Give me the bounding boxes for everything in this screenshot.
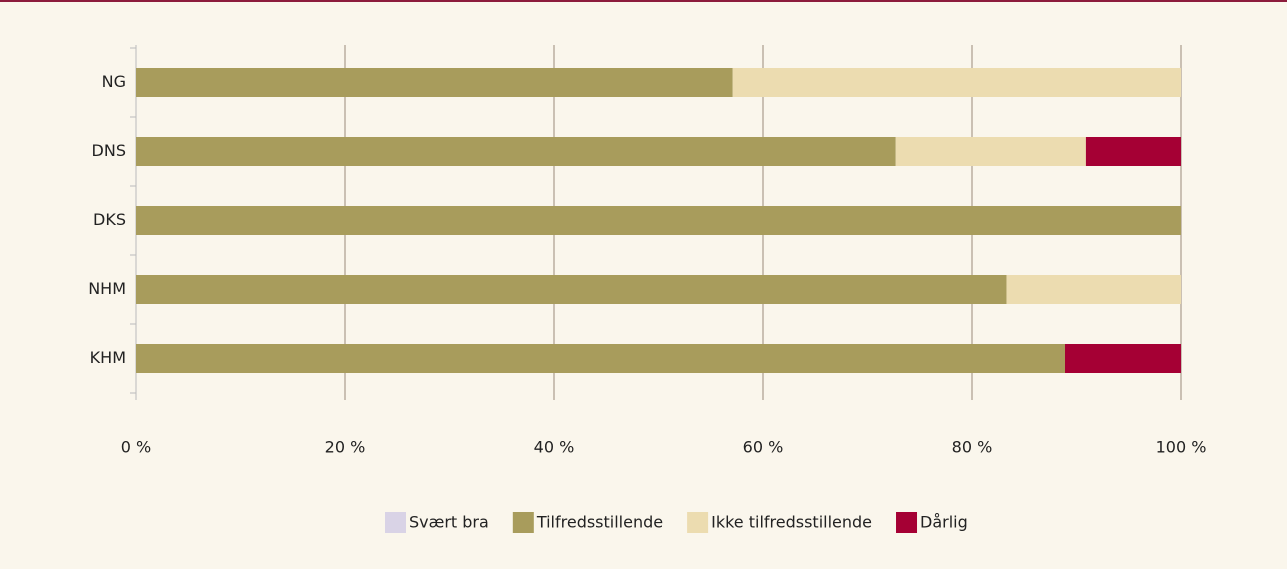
legend-label: Svært bra [409, 513, 489, 532]
x-tick-label: 100 % [1156, 438, 1207, 457]
bar-segment [1065, 344, 1181, 373]
bar-segment [1085, 137, 1181, 166]
bar-segment [895, 137, 1086, 166]
x-tick-label: 0 % [121, 438, 151, 457]
bar-segment [732, 68, 1181, 97]
legend-label: Dårlig [920, 513, 968, 532]
legend-swatch [687, 512, 709, 533]
x-tick-label: 80 % [952, 438, 993, 457]
bar-segment [136, 68, 733, 97]
y-tick-label: NHM [88, 279, 126, 298]
bar-segment [1006, 275, 1181, 304]
legend-swatch [896, 512, 918, 533]
top-border [0, 0, 1287, 2]
bar-segment [136, 206, 1181, 235]
legend-swatch [512, 512, 534, 533]
y-tick-label: KHM [90, 348, 126, 367]
y-tick-label: DNS [92, 141, 126, 160]
y-tick-label: DKS [93, 210, 126, 229]
x-tick-label: 40 % [534, 438, 575, 457]
bar-segment [136, 344, 1066, 373]
y-tick-label: NG [102, 72, 126, 91]
legend-label: Ikke tilfredsstillende [711, 513, 872, 532]
bar-segment [136, 137, 896, 166]
x-tick-label: 20 % [325, 438, 366, 457]
bar-segment [136, 275, 1007, 304]
legend-label: Tilfredsstillende [536, 513, 663, 532]
x-tick-label: 60 % [743, 438, 784, 457]
legend-swatch [385, 512, 406, 533]
